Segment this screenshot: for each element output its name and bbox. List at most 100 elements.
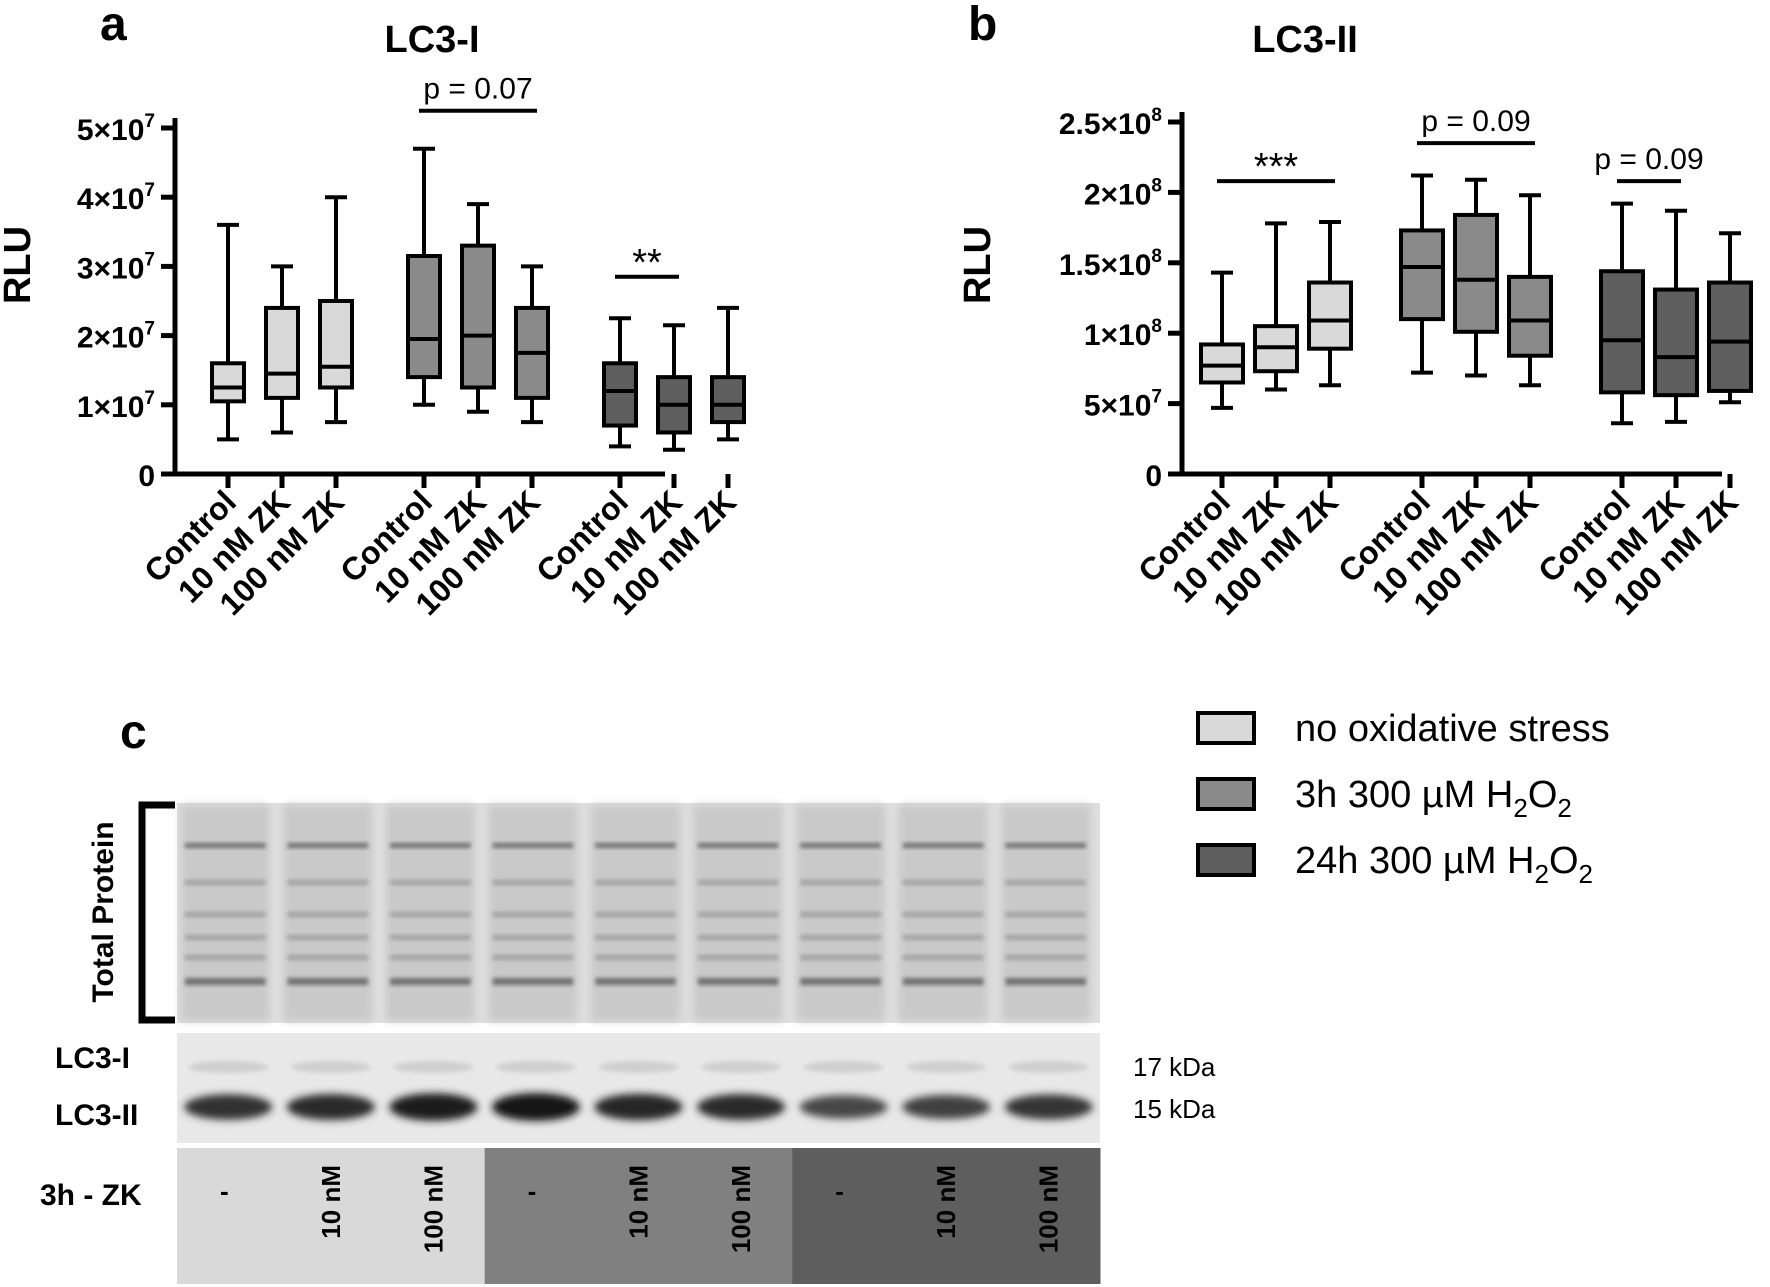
significance-label: *** (1254, 146, 1299, 188)
panel-label-b: b (968, 0, 997, 51)
box-iqr (1307, 280, 1353, 351)
legend: no oxidative stress 3h 300 µM H2O2 24h 300… (1196, 708, 1610, 889)
gel-lane-1 (283, 805, 373, 1021)
gel-lane-3 (488, 805, 578, 1021)
gel-band (185, 978, 266, 985)
lane-label: 100 nM (1034, 1165, 1064, 1253)
gel-band (595, 955, 676, 960)
box-iqr (1507, 274, 1553, 358)
gel-band (492, 843, 574, 848)
legend-label: 3h 300 µM H2O2 (1295, 774, 1572, 823)
y-tick-label: 0 (138, 460, 155, 493)
total-protein-bracket (138, 801, 175, 1024)
significance-label: p = 0.09 (1421, 105, 1530, 138)
chart-title-lc3ii: LC3-II (1252, 19, 1358, 61)
gel-band (492, 955, 574, 960)
chart-title-lc3i: LC3-I (385, 19, 480, 61)
gel-band (800, 880, 881, 885)
lane-label: 10 nM (931, 1165, 961, 1239)
gel-band (902, 912, 984, 917)
gel-band (287, 955, 369, 960)
gel-band (390, 880, 471, 885)
gel-lane-7 (898, 805, 988, 1021)
significance-label: p = 0.07 (423, 73, 532, 106)
lc3-blot (177, 1033, 1100, 1143)
box-iqr (264, 305, 300, 400)
blot-panel-c: c Total Protein LC3-I LC3-II 17 kDa 15 k… (40, 706, 1216, 1284)
chart-panel-b: b LC3-II RLU 0 5×107 1×108 1.5×108 2×108 2.5×… (957, 0, 1753, 622)
gel-band (185, 880, 266, 885)
gel-lane-2 (386, 805, 475, 1021)
lc3ii-band (1004, 1094, 1093, 1120)
lc3i-band (290, 1061, 371, 1073)
gel-band (1005, 978, 1086, 985)
lc3ii-band (389, 1093, 478, 1121)
gel-band (902, 880, 984, 885)
panel-label-a: a (100, 0, 127, 51)
lc3i-band (1008, 1061, 1089, 1073)
gel-band (1005, 912, 1086, 917)
gel-band (902, 978, 984, 985)
treatment-label: 3h - ZK (40, 1179, 142, 1212)
y-tick-label: 1×108 (1084, 316, 1162, 352)
lc3i-band (393, 1061, 474, 1073)
gel-band (390, 955, 471, 960)
y-tick-label: 2.5×108 (1059, 105, 1162, 141)
gel-lane-0 (181, 805, 270, 1021)
gel-band (390, 843, 471, 848)
panel-label-c: c (120, 706, 147, 759)
gel-band (697, 880, 779, 885)
lc3ii-band (184, 1094, 273, 1120)
gel-band (595, 843, 676, 848)
box-iqr (460, 243, 496, 390)
gel-band (800, 912, 881, 917)
box-iqr (1707, 280, 1753, 393)
lc3ii-band (902, 1095, 991, 1119)
treatment-segment-0 (177, 1148, 486, 1284)
lc3i-band (803, 1061, 884, 1073)
lc3ii-band (491, 1093, 580, 1121)
lc3i-band (598, 1061, 679, 1073)
legend-swatch (1196, 711, 1256, 745)
kda-15-label: 15 kDa (1133, 1094, 1216, 1124)
treatment-segment-2 (792, 1148, 1101, 1284)
legend-item-1: 3h 300 µM H2O2 (1196, 774, 1572, 823)
total-protein-label: Total Protein (87, 821, 120, 1002)
box-iqr (1399, 228, 1445, 322)
lc3-bands (184, 1061, 1093, 1121)
total-protein-lanes (181, 805, 1090, 1021)
gel-lane-4 (591, 805, 680, 1021)
gel-band (492, 935, 574, 940)
gel-band (1005, 955, 1086, 960)
box-iqr (406, 254, 442, 380)
gel-band (287, 843, 369, 848)
gel-band (697, 843, 779, 848)
gel-band (287, 935, 369, 940)
gel-band (287, 880, 369, 885)
gel-lane-6 (796, 805, 885, 1021)
y-tick-label: 5×107 (77, 111, 155, 147)
lane-label: 100 nM (726, 1165, 756, 1253)
y-tick-label: 2×107 (77, 319, 155, 355)
y-tick-label: 3×107 (77, 249, 155, 285)
gel-band (902, 935, 984, 940)
plot-area-b: 05×1071×1081.5×1082×1082.5×108Control10 … (1059, 105, 1753, 622)
kda-17-label: 17 kDa (1133, 1052, 1216, 1082)
gel-band (697, 955, 779, 960)
gel-band (697, 978, 779, 985)
y-tick-label: 2×108 (1084, 175, 1162, 211)
lc3i-label: LC3-I (55, 1042, 130, 1075)
significance-label: p = 0.09 (1594, 143, 1703, 176)
lc3i-band (188, 1061, 269, 1073)
gel-lane-5 (693, 805, 783, 1021)
gel-lane-8 (1001, 805, 1090, 1021)
gel-band (287, 912, 369, 917)
lc3ii-band (594, 1093, 683, 1121)
y-tick-label: 0 (1145, 460, 1162, 493)
lc3ii-label: LC3-II (55, 1099, 138, 1132)
gel-band (902, 955, 984, 960)
gel-band (287, 978, 369, 985)
gel-band (185, 912, 266, 917)
lane-label: 10 nM (624, 1165, 654, 1239)
